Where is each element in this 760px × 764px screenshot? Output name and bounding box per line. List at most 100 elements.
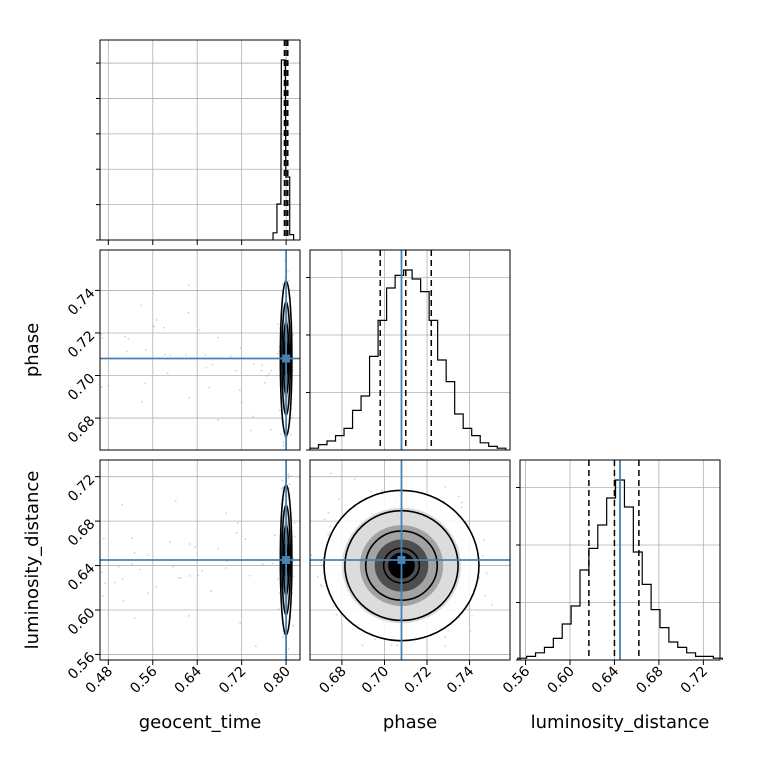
outlier-point bbox=[103, 537, 105, 540]
sample-point bbox=[291, 416, 294, 419]
sample-point bbox=[287, 280, 290, 283]
outlier-point bbox=[248, 574, 251, 577]
sample-point bbox=[461, 501, 464, 504]
outlier-point bbox=[101, 595, 104, 597]
outlier-point bbox=[127, 338, 130, 341]
outlier-point bbox=[140, 400, 143, 403]
outlier-point bbox=[262, 563, 264, 566]
outlier-point bbox=[101, 571, 103, 574]
sample-point bbox=[281, 636, 284, 639]
sample-point bbox=[288, 483, 291, 486]
outlier-point bbox=[234, 369, 237, 372]
sample-point bbox=[395, 644, 398, 647]
axis-label-x: phase bbox=[383, 712, 437, 733]
outlier-point bbox=[263, 381, 266, 384]
tick-label-y: 0.70 bbox=[65, 371, 98, 404]
outlier-point bbox=[188, 543, 191, 545]
sample-point bbox=[457, 495, 460, 498]
sample-point bbox=[277, 323, 280, 326]
outlier-point bbox=[121, 578, 124, 581]
sample-point bbox=[353, 478, 356, 481]
axes-frame bbox=[99, 39, 301, 241]
sample-point bbox=[483, 594, 486, 597]
outlier-point bbox=[169, 541, 172, 544]
sample-point bbox=[320, 585, 323, 588]
scatter-geocent_time-luminosity_distance bbox=[99, 459, 301, 661]
outlier-point bbox=[253, 363, 255, 365]
tick-label-y: 0.68 bbox=[65, 516, 98, 549]
outlier-point bbox=[147, 554, 150, 557]
tick-label-y: 0.72 bbox=[65, 472, 98, 505]
sample-point bbox=[287, 476, 290, 479]
outlier-point bbox=[252, 415, 254, 418]
axes-frame bbox=[309, 459, 511, 661]
scatter-phase-luminosity_distance bbox=[309, 441, 511, 661]
outlier-point bbox=[164, 353, 166, 356]
outlier-point bbox=[188, 396, 191, 399]
sample-point bbox=[280, 488, 283, 490]
axis-label-y: luminosity_distance bbox=[22, 471, 43, 650]
outlier-point bbox=[197, 574, 200, 577]
outlier-point bbox=[244, 538, 247, 541]
truth-marker bbox=[397, 556, 406, 564]
outlier-point bbox=[153, 325, 155, 328]
outlier-point bbox=[236, 522, 239, 524]
sample-point bbox=[458, 616, 461, 619]
outlier-point bbox=[179, 576, 182, 579]
sample-point bbox=[278, 409, 281, 412]
outlier-point bbox=[166, 474, 168, 476]
axes-frame bbox=[519, 459, 721, 661]
tick-label-x: 0.74 bbox=[444, 663, 477, 696]
axes-frame bbox=[99, 249, 301, 451]
outlier-point bbox=[229, 355, 232, 358]
outlier-point bbox=[265, 374, 268, 377]
sample-point bbox=[332, 605, 335, 608]
sample-point bbox=[317, 575, 319, 578]
sample-point bbox=[292, 575, 295, 578]
histogram-luminosity_distance bbox=[516, 459, 723, 661]
sample-point bbox=[458, 441, 460, 443]
outlier-point bbox=[260, 364, 263, 366]
sample-point bbox=[292, 624, 295, 627]
outlier-point bbox=[273, 534, 276, 537]
outlier-point bbox=[270, 369, 273, 372]
outlier-point bbox=[210, 590, 213, 592]
outlier-point bbox=[226, 560, 228, 563]
outlier-point bbox=[185, 354, 187, 356]
tick-label-y: 0.64 bbox=[65, 561, 98, 594]
outlier-point bbox=[188, 615, 190, 617]
outlier-point bbox=[268, 372, 271, 375]
sample-point bbox=[490, 603, 493, 606]
histogram-step-phase bbox=[309, 269, 507, 450]
sample-point bbox=[281, 283, 284, 286]
sample-point bbox=[278, 592, 281, 595]
axis-label-x: luminosity_distance bbox=[531, 712, 710, 733]
outlier-point bbox=[177, 577, 180, 579]
outlier-point bbox=[104, 582, 106, 585]
sample-point bbox=[292, 333, 295, 336]
scatter-geocent_time-phase bbox=[99, 249, 301, 476]
outlier-point bbox=[204, 354, 207, 356]
sample-point bbox=[287, 473, 290, 476]
outlier-point bbox=[271, 562, 274, 565]
sample-point bbox=[293, 535, 296, 538]
outlier-point bbox=[166, 372, 169, 375]
truth-marker bbox=[282, 354, 291, 363]
outlier-point bbox=[100, 386, 103, 388]
outlier-point bbox=[194, 546, 196, 548]
outlier-point bbox=[269, 428, 272, 431]
outlier-point bbox=[138, 568, 141, 571]
outlier-point bbox=[238, 389, 241, 392]
outlier-point bbox=[217, 336, 220, 339]
sample-point bbox=[381, 489, 384, 492]
outlier-point bbox=[187, 311, 190, 314]
sample-point bbox=[460, 506, 463, 509]
tick-label-x: 0.68 bbox=[316, 664, 349, 697]
outlier-point bbox=[235, 531, 238, 534]
tick-label-x: 0.72 bbox=[401, 664, 434, 697]
sample-point bbox=[282, 441, 284, 444]
sample-point bbox=[281, 486, 284, 489]
tick-label-x: 0.80 bbox=[261, 664, 294, 697]
axis-label-x: geocent_time bbox=[139, 712, 262, 733]
